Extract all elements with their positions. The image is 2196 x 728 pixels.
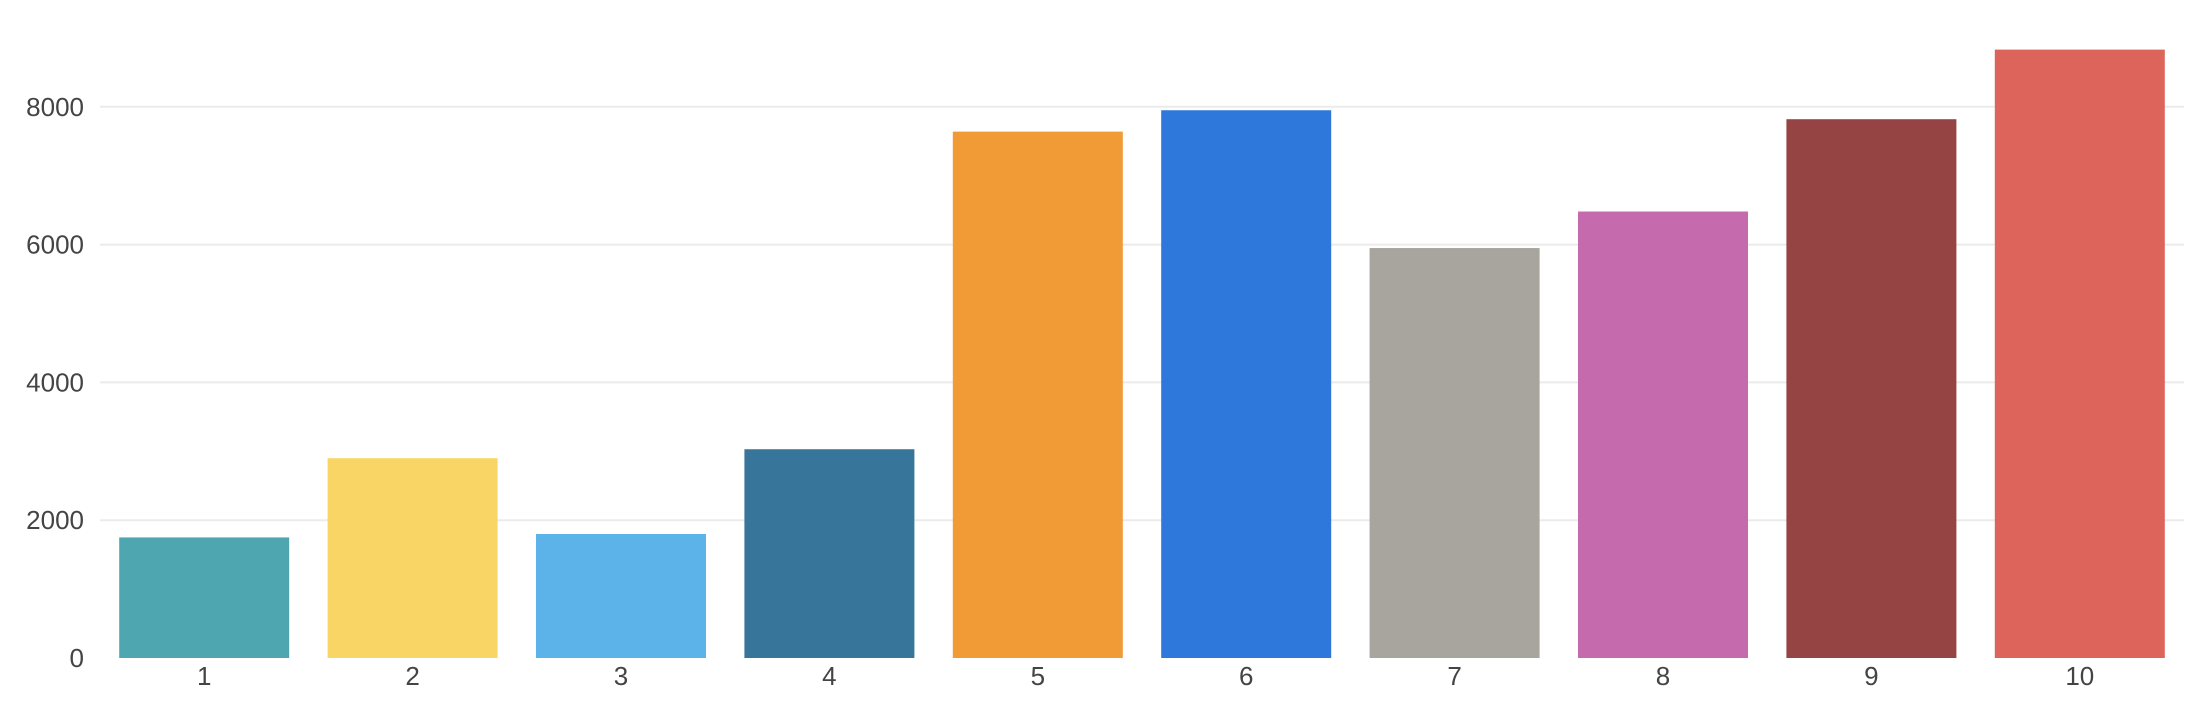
x-tick-label: 9 (1864, 661, 1878, 691)
bar-10[interactable] (1994, 49, 2165, 659)
bar-6[interactable] (1161, 110, 1332, 659)
y-tick-label: 6000 (26, 230, 84, 260)
x-tick-label: 4 (822, 661, 836, 691)
y-tick-label: 4000 (26, 367, 84, 397)
y-tick-label: 0 (70, 643, 84, 673)
x-tick-label: 1 (197, 661, 211, 691)
bar-8[interactable] (1578, 211, 1748, 658)
x-tick-label: 5 (1031, 661, 1045, 691)
bars (119, 49, 2165, 659)
x-tick-label: 3 (614, 661, 628, 691)
bar-9[interactable] (1786, 119, 1957, 658)
y-axis-tick-labels: 0 2000 4000 6000 8000 (26, 92, 84, 673)
y-tick-label: 8000 (26, 92, 84, 122)
x-tick-label: 7 (1447, 661, 1461, 691)
bar-1[interactable] (119, 537, 290, 658)
bar-5[interactable] (952, 131, 1123, 658)
bar-2[interactable] (327, 458, 498, 658)
x-tick-label: 8 (1656, 661, 1670, 691)
x-axis-tick-labels: 1 2 3 4 5 6 7 8 9 10 (197, 661, 2094, 691)
bar-4[interactable] (744, 449, 915, 658)
x-tick-label: 2 (405, 661, 419, 691)
x-tick-label: 6 (1239, 661, 1253, 691)
y-tick-label: 2000 (26, 505, 84, 535)
bar-7[interactable] (1369, 248, 1540, 659)
bar-3[interactable] (536, 533, 706, 658)
x-tick-label: 10 (2065, 661, 2094, 691)
